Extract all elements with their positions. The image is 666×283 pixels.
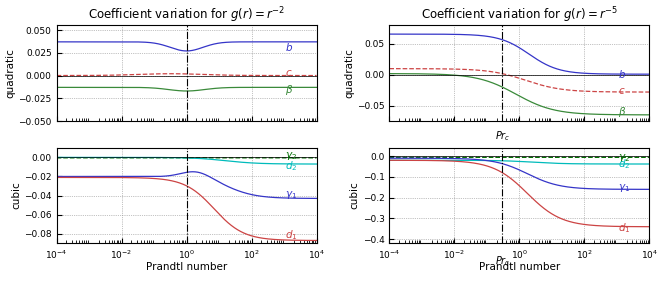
Text: $d_1$: $d_1$ <box>618 221 631 235</box>
Text: $\beta$: $\beta$ <box>618 105 627 119</box>
Text: $c$: $c$ <box>286 68 293 78</box>
X-axis label: Prandtl number: Prandtl number <box>479 262 560 272</box>
Y-axis label: quadratic: quadratic <box>344 48 354 98</box>
Text: $Pr_c$: $Pr_c$ <box>495 129 510 143</box>
Text: $\gamma_1$: $\gamma_1$ <box>618 182 630 194</box>
Text: $d_2$: $d_2$ <box>286 159 298 173</box>
Text: $\gamma_1$: $\gamma_1$ <box>286 189 298 201</box>
Text: $d_2$: $d_2$ <box>618 158 631 171</box>
Text: $\beta$: $\beta$ <box>286 83 294 97</box>
Y-axis label: quadratic: quadratic <box>5 48 15 98</box>
Text: $d_1$: $d_1$ <box>286 228 298 242</box>
Text: $\gamma_2$: $\gamma_2$ <box>286 150 298 162</box>
Title: Coefficient variation for $g(r) = r^{-2}$: Coefficient variation for $g(r) = r^{-2}… <box>88 6 285 25</box>
Y-axis label: cubic: cubic <box>350 182 360 209</box>
Y-axis label: cubic: cubic <box>11 182 21 209</box>
X-axis label: Prandtl number: Prandtl number <box>146 262 227 272</box>
Text: $b$: $b$ <box>618 68 626 80</box>
Text: $\gamma_2$: $\gamma_2$ <box>618 152 630 164</box>
Text: $b$: $b$ <box>286 41 294 53</box>
Text: $c$: $c$ <box>618 86 626 97</box>
Title: Coefficient variation for $g(r) = r^{-5}$: Coefficient variation for $g(r) = r^{-5}… <box>421 6 618 25</box>
Text: $Pr_c$: $Pr_c$ <box>495 254 510 267</box>
